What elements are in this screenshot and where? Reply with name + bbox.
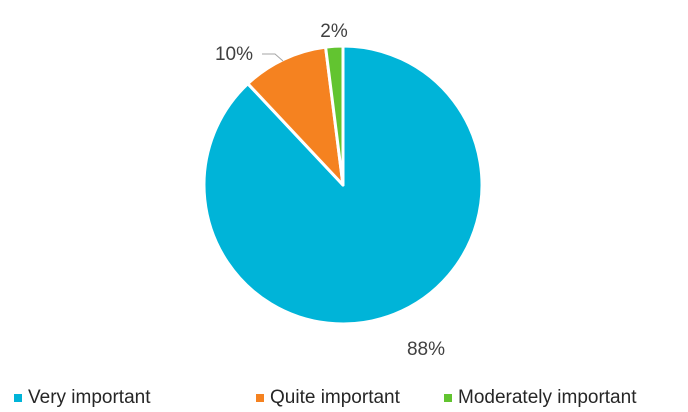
data-label-quite-important: 10% [215,44,253,65]
legend-swatch-very-important [14,394,22,402]
legend-label-quite-important: Quite important [270,387,401,408]
leader-line-quite-important [262,53,284,62]
legend-swatch-quite-important [256,394,264,402]
pie-slice-quite-important [246,45,345,187]
leader-lines [262,53,284,62]
data-label-very-important: 88% [407,339,445,360]
legend-label-moderately-important: Moderately important [458,387,637,408]
legend-label-very-important: Very important [28,387,151,408]
data-labels: 88% 10% 2% [215,21,445,360]
pie-slice-moderately-important [324,44,345,187]
legend: Very important Quite important Moderately … [14,387,637,408]
data-label-moderately-important: 2% [320,21,348,42]
pie-slices [202,44,484,326]
legend-swatch-moderately-important [444,394,452,402]
